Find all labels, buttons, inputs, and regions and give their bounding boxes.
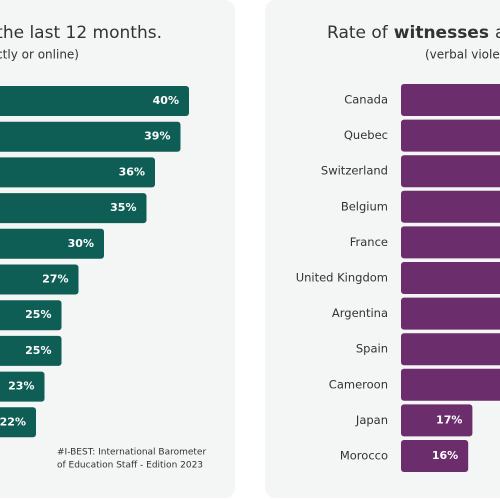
bar [401, 84, 500, 116]
category-label: Cameroon [329, 377, 388, 391]
category-label: Quebec [344, 128, 388, 142]
value-label: 35% [110, 201, 136, 214]
bar [0, 407, 36, 438]
bar [401, 190, 500, 223]
bar [0, 157, 155, 188]
bar [0, 371, 45, 402]
value-label: 25% [25, 344, 51, 357]
bar [401, 440, 469, 472]
bar [401, 119, 500, 152]
title-part: witnesses [394, 23, 489, 43]
left-title: n the last 12 months. [0, 23, 162, 43]
bar [401, 333, 500, 366]
title-part: at [495, 23, 500, 43]
category-label: Canada [344, 93, 388, 107]
source: #I-BEST: International Barometer [57, 448, 206, 458]
category-label: Spain [356, 342, 388, 356]
value-label: 23% [8, 380, 34, 393]
bar [401, 262, 500, 294]
value-label: 30% [68, 237, 94, 250]
left-subtitle: ctly or online) [0, 48, 79, 62]
category-label: Argentina [332, 306, 388, 320]
bar [0, 228, 104, 259]
value-label: 36% [119, 165, 145, 178]
bar [0, 193, 147, 224]
category-label: Belgium [341, 199, 388, 213]
bar [401, 368, 500, 401]
bar [401, 226, 500, 259]
title-part: Rate of [327, 23, 389, 43]
source: of Education Staff - Edition 2023 [57, 461, 203, 471]
value-label: 22% [0, 415, 26, 428]
category-label: Switzerland [321, 164, 388, 178]
category-label: Japan [355, 413, 388, 427]
bar [0, 264, 79, 295]
category-label: Morocco [340, 449, 388, 463]
value-label: 25% [25, 308, 51, 321]
right-subtitle: (verbal violen [425, 48, 500, 62]
value-label: 16% [432, 449, 458, 462]
bar [0, 86, 189, 116]
value-label: 17% [436, 413, 462, 426]
value-label: 40% [153, 94, 179, 107]
category-label: France [350, 235, 388, 249]
category-label: United Kingdom [296, 271, 388, 285]
value-label: 39% [144, 130, 170, 143]
bar [401, 155, 500, 188]
bar [401, 297, 500, 330]
bar [0, 335, 62, 366]
value-label: 27% [42, 273, 68, 286]
bar [401, 404, 473, 437]
bar [0, 121, 181, 152]
bar [0, 300, 62, 331]
